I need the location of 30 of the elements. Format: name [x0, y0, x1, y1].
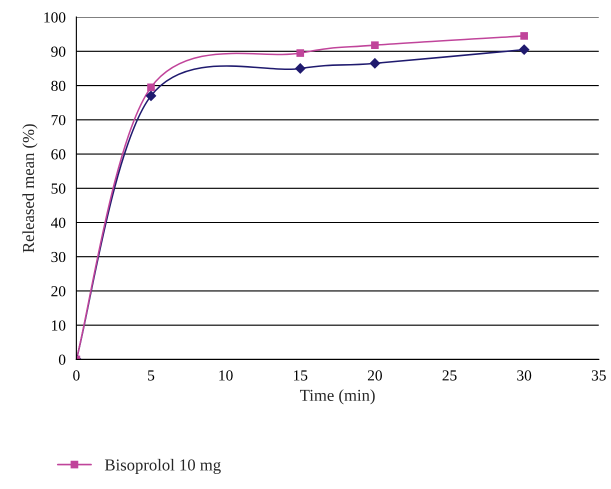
point: [296, 49, 304, 57]
y-tick-label: 30: [51, 252, 66, 262]
y-tick-label: 60: [51, 149, 66, 160]
point: [519, 44, 530, 55]
y-tick-label: 100: [44, 12, 66, 23]
y-tick-label: 80: [51, 80, 66, 92]
point: [295, 63, 306, 74]
x-tick-label: 15: [294, 370, 308, 381]
y-tick-label: 0: [58, 354, 66, 365]
point: [147, 83, 155, 92]
y-tick-label: 70: [52, 114, 66, 126]
y-tick-label: 40: [50, 218, 66, 228]
legend-label: Bisoprolol 10 mg: [104, 458, 221, 474]
x-tick-label: 35: [592, 370, 606, 381]
x-tick-label: 10: [219, 370, 233, 381]
x-tick-label: 20: [368, 370, 382, 381]
x-tick-label: 0: [73, 370, 80, 381]
x-tick-label: 30: [517, 370, 532, 381]
y-tick-label: 10: [52, 320, 66, 331]
point: [146, 90, 156, 101]
x-tick-label: 5: [148, 370, 154, 381]
point: [370, 58, 380, 68]
x-axis-title: Time (min): [300, 389, 375, 404]
y-tick-label: 90: [51, 46, 66, 57]
x-tick-label: 25: [442, 370, 457, 381]
y-tick-label: 50: [52, 183, 66, 194]
y-axis-title: Released mean (%): [22, 124, 38, 253]
y-tick-label: 20: [51, 286, 66, 296]
point: [520, 32, 528, 40]
point: [371, 41, 379, 50]
